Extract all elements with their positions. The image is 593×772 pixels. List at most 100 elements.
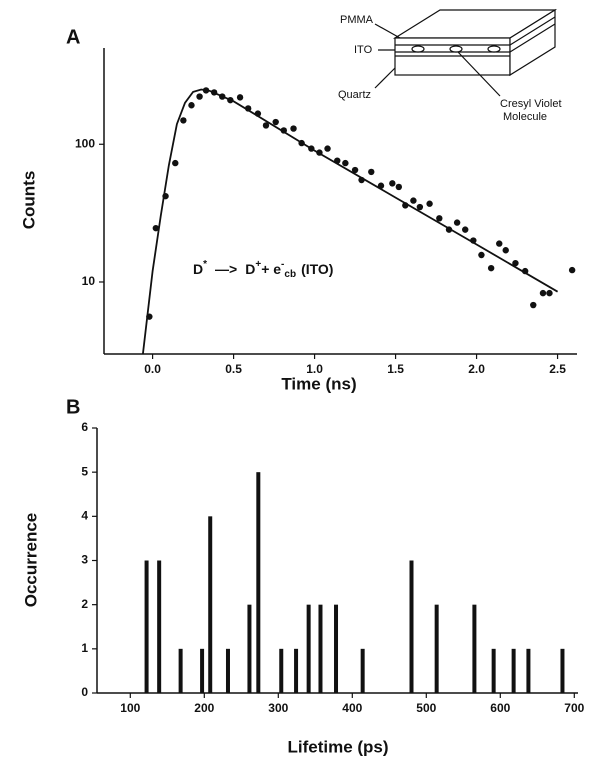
inset-diagram: [374, 8, 558, 97]
x-tick-label: 100: [120, 701, 140, 715]
data-point: [290, 125, 297, 132]
x-tick-label: 500: [416, 701, 436, 715]
x-tick-label: 200: [194, 701, 214, 715]
annotation-part: cb: [284, 269, 296, 280]
bar: [178, 648, 183, 693]
bar: [526, 648, 531, 693]
data-point: [272, 118, 279, 126]
annotation-part: D: [245, 261, 255, 277]
bar: [472, 604, 477, 693]
panel-label: A: [66, 26, 80, 48]
inset-label: Cresyl Violet: [500, 98, 562, 110]
x-tick-label: 300: [268, 701, 288, 715]
x-axis-label: Time (ns): [281, 374, 356, 393]
data-point: [416, 203, 424, 211]
bar: [256, 472, 261, 693]
data-point: [180, 117, 187, 124]
y-tick-label: 4: [81, 509, 88, 523]
x-tick-label: 600: [490, 701, 510, 715]
y-tick-label: 3: [81, 553, 88, 567]
annotation: D* —> D++ e-cb (ITO): [193, 259, 333, 280]
annotation-part: + e: [261, 261, 281, 277]
data-point: [351, 166, 359, 174]
data-point: [453, 219, 461, 226]
annotation-part: —>: [215, 261, 237, 277]
bar: [491, 648, 496, 693]
bar: [409, 560, 414, 693]
slab-side: [509, 8, 556, 77]
inset-label: Quartz: [338, 89, 371, 101]
x-tick-label: 700: [564, 701, 584, 715]
bar: [279, 648, 284, 693]
data-point: [426, 200, 433, 207]
bar: [247, 604, 252, 693]
y-tick-label: 1: [81, 641, 88, 655]
bar: [157, 560, 162, 693]
data-point: [410, 197, 417, 204]
molecule: [487, 45, 501, 53]
molecule: [411, 45, 425, 53]
data-point: [496, 240, 503, 247]
bar: [434, 604, 439, 693]
x-tick-label: 2.5: [549, 362, 566, 376]
x-tick-label: 2.0: [468, 362, 485, 376]
data-point: [546, 289, 553, 297]
data-point: [324, 145, 331, 152]
data-point: [262, 122, 270, 129]
y-tick-label: 0: [81, 685, 88, 699]
data-point: [512, 259, 519, 267]
annotation-part: +: [255, 259, 261, 270]
bar: [334, 604, 339, 693]
inset-label: PMMA: [340, 14, 374, 26]
x-tick-label: 400: [342, 701, 362, 715]
bar: [318, 604, 323, 693]
data-point: [196, 93, 203, 100]
bar: [306, 604, 311, 693]
y-tick-label: 6: [81, 420, 88, 434]
y-tick-label: 5: [81, 464, 88, 478]
inset-label: ITO: [354, 44, 373, 56]
data-point: [389, 180, 396, 187]
layer-line: [509, 16, 556, 46]
pointer: [457, 51, 501, 97]
y-tick-label: 10: [82, 274, 96, 288]
annotation-part: *: [203, 259, 207, 270]
fit-line: [142, 88, 559, 355]
data-point: [530, 301, 537, 309]
bar: [360, 648, 365, 693]
bar: [200, 648, 205, 693]
data-point: [152, 224, 160, 232]
bar: [144, 560, 149, 693]
annotation-part: (ITO): [301, 261, 333, 277]
y-tick-label: 100: [75, 136, 95, 150]
x-tick-label: 0.0: [144, 362, 161, 376]
annotation-part: D: [193, 261, 203, 277]
data-point: [236, 94, 244, 101]
x-tick-label: 1.0: [306, 362, 323, 376]
molecule: [449, 45, 463, 53]
bar: [511, 648, 516, 693]
data-point: [478, 251, 485, 259]
y-tick-label: 2: [81, 597, 88, 611]
data-point: [436, 215, 443, 222]
data-point: [502, 247, 509, 254]
data-point: [568, 266, 576, 274]
bar: [560, 648, 565, 693]
data-point: [395, 183, 403, 191]
pointer: [374, 67, 396, 89]
y-axis-label: Counts: [19, 171, 38, 230]
panel-label: B: [66, 396, 80, 418]
bar: [225, 648, 230, 693]
inset-label: Molecule: [503, 111, 547, 123]
data-point: [172, 159, 179, 167]
x-tick-label: 1.5: [387, 362, 404, 376]
data-point: [539, 289, 547, 297]
x-axis-label: Lifetime (ps): [287, 737, 388, 756]
data-point: [188, 102, 195, 109]
data-point: [462, 226, 469, 233]
x-tick-label: 0.5: [225, 362, 242, 376]
bar: [208, 516, 213, 693]
bar: [294, 648, 299, 693]
layer-line: [509, 23, 556, 53]
